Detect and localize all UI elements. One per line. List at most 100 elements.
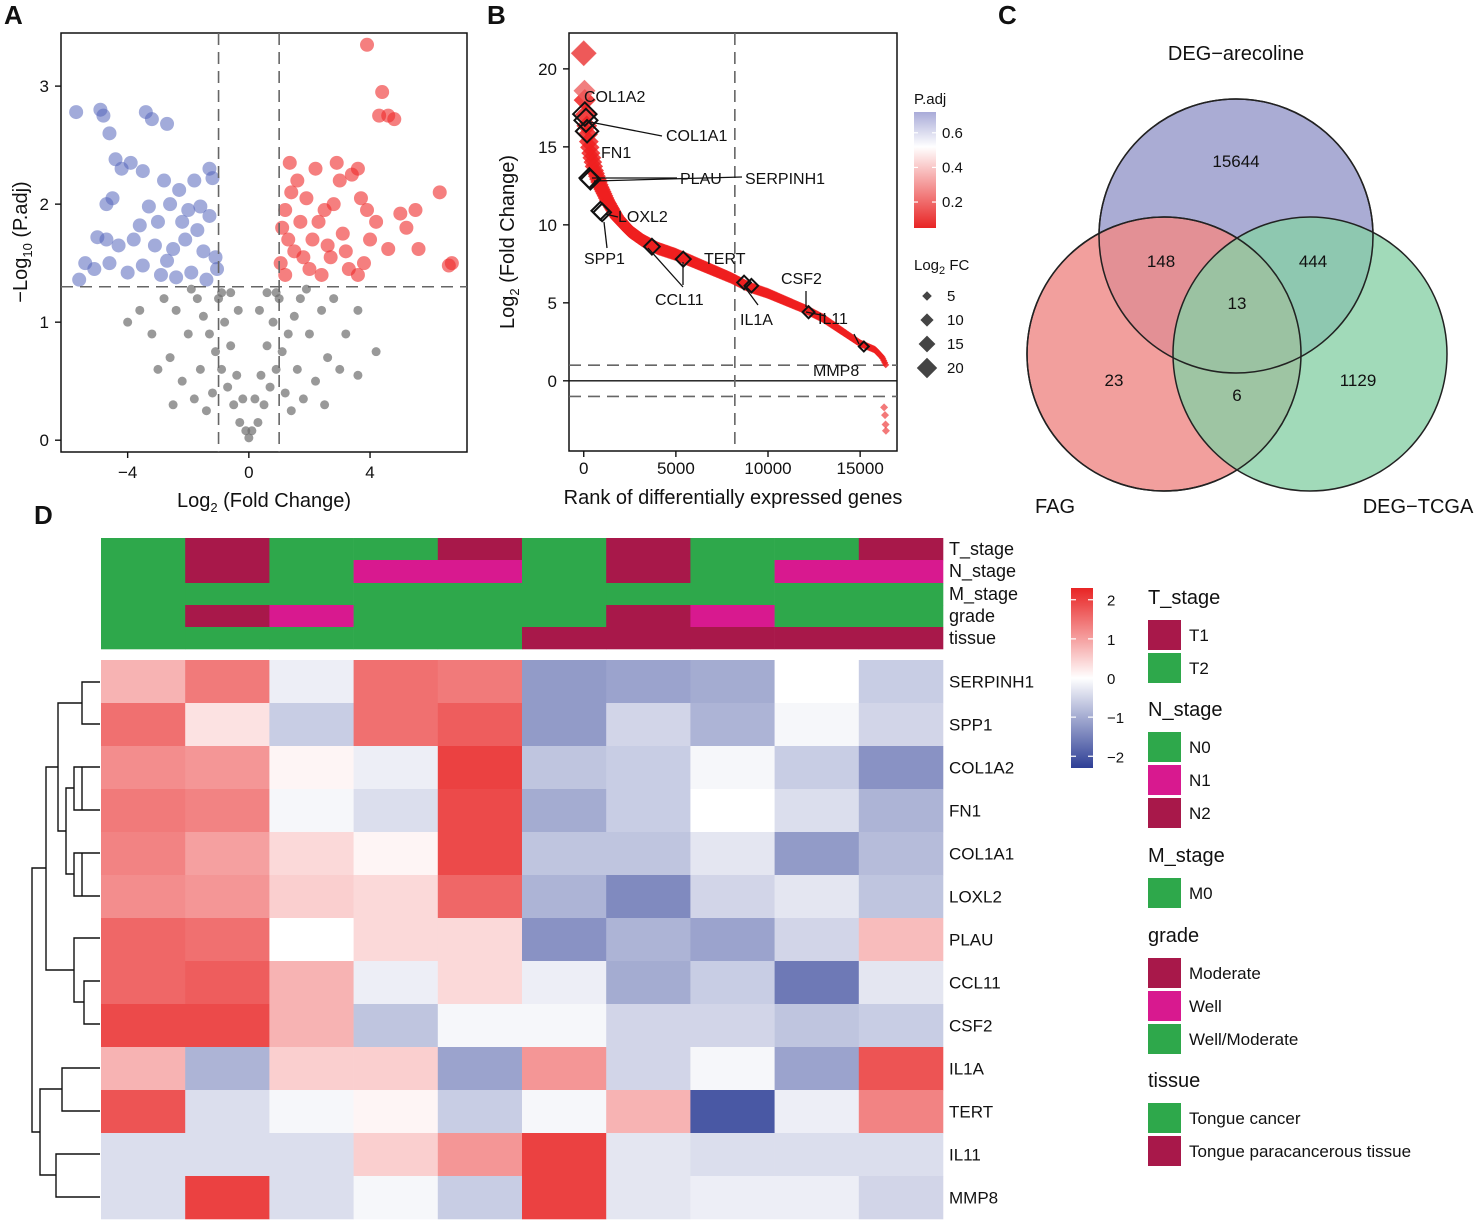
annotation-cell-grade xyxy=(606,605,691,628)
heatmap-cell xyxy=(101,918,186,962)
heatmap-cell xyxy=(858,961,944,1005)
legend-item-label: Well xyxy=(1189,997,1222,1016)
heatmap-cell xyxy=(690,703,775,747)
volcano-point-ns xyxy=(186,284,196,294)
volcano-point-up xyxy=(293,214,308,229)
volcano-point-up xyxy=(369,214,384,229)
heatmap-cell xyxy=(522,1004,607,1048)
heatmap-cell xyxy=(437,789,523,833)
heatmap-row-label: SPP1 xyxy=(949,716,992,735)
heatmap-cell xyxy=(690,918,775,962)
legend-swatch xyxy=(1148,798,1181,828)
volcano-point-down xyxy=(160,116,175,131)
volcano-point-ns xyxy=(229,400,239,410)
legend-swatch xyxy=(1148,732,1181,762)
annotation-cell-T_stage xyxy=(522,538,607,561)
heatmap-row-label: TERT xyxy=(949,1103,993,1122)
volcano-point-up xyxy=(356,256,371,271)
volcano-point-up xyxy=(296,250,311,265)
heatmap-cell xyxy=(185,832,270,876)
heatmap-cell xyxy=(269,703,354,747)
rank-gene-label: CSF2 xyxy=(781,271,822,288)
volcano-point-up xyxy=(278,267,293,282)
annotation-cell-grade xyxy=(101,605,186,628)
legend-item-label: N1 xyxy=(1189,771,1211,790)
annotation-cell-tissue xyxy=(606,627,691,650)
volcano-point-down xyxy=(193,199,208,214)
heatmap-row-label: FN1 xyxy=(949,802,981,821)
heatmap-row-label: SERPINH1 xyxy=(949,673,1034,692)
volcano-point-down xyxy=(120,265,135,280)
volcano-y-tick-label: 1 xyxy=(40,313,49,332)
volcano-point-down xyxy=(160,253,175,268)
annotation-cell-tissue xyxy=(690,627,775,650)
volcano-point-down xyxy=(99,232,114,247)
heatmap-cell xyxy=(690,875,775,919)
venn-count-arecoline-tcga: 444 xyxy=(1299,252,1327,271)
heatmap-cell xyxy=(858,1090,944,1134)
panel-label-b: B xyxy=(487,0,506,30)
volcano-point-ns xyxy=(317,305,327,315)
rank-gene-label: CCL11 xyxy=(655,292,704,309)
heatmap-cell xyxy=(606,703,691,747)
rank-gene-labels: COL1A2 COL1A1 FN1 PLAU SERPINH1 LOXL2 SPP1 CCL1… xyxy=(571,89,871,380)
heatmap-cells xyxy=(101,660,944,1220)
annotation-cell-M_stage xyxy=(774,583,860,606)
heatmap-cell xyxy=(858,1004,944,1048)
volcano-point-up xyxy=(338,244,353,259)
heatmap-cell xyxy=(437,1176,523,1220)
heatmap-cell xyxy=(185,1090,270,1134)
heatmap-cell xyxy=(606,1047,691,1091)
heatmap-cell xyxy=(101,703,186,747)
annotation-cell-M_stage xyxy=(185,583,270,606)
legend-item-label: T1 xyxy=(1189,626,1209,645)
heatmap-cell xyxy=(437,703,523,747)
volcano-point-ns xyxy=(189,394,199,404)
fc-legend-label: 15 xyxy=(947,336,964,353)
annotation-cell-T_stage xyxy=(690,538,775,561)
volcano-point-up xyxy=(332,173,347,188)
heatmap-cell xyxy=(858,1176,944,1220)
annotation-label: T_stage xyxy=(949,539,1014,560)
heatmap-cell xyxy=(353,1133,439,1177)
legend-item-label: N0 xyxy=(1189,738,1211,757)
rank-gene-label: SPP1 xyxy=(584,251,625,268)
volcano-axes: −4 0 4 0 1 2 3 xyxy=(40,33,467,482)
annotation-cell-N_stage xyxy=(858,560,944,584)
rank-axes: 0 5000 10000 15000 0 5 10 15 20 xyxy=(538,60,884,478)
volcano-point-ns xyxy=(207,388,217,398)
volcano-point-down xyxy=(184,265,199,280)
volcano-point-up xyxy=(432,185,447,200)
volcano-point-ns xyxy=(353,370,363,380)
volcano-point-ns xyxy=(235,417,245,427)
legend-item-label: Well/Moderate xyxy=(1189,1030,1298,1049)
heatmap-cell xyxy=(269,1176,354,1220)
venn-count-all: 13 xyxy=(1228,294,1247,313)
legend-group-title: N_stage xyxy=(1148,699,1223,721)
annotation-cell-N_stage xyxy=(185,560,270,584)
venn-count-arecoline-fag: 148 xyxy=(1147,252,1175,271)
heatmap-cell xyxy=(185,961,270,1005)
volcano-point-ns xyxy=(320,400,330,410)
padj-tick-label: 0.2 xyxy=(942,194,963,211)
annotation-cell-N_stage xyxy=(101,560,186,584)
heatmap-cell xyxy=(185,1047,270,1091)
rank-plot: COL1A2 COL1A1 FN1 PLAU SERPINH1 LOXL2 SPP1 CCL1… xyxy=(497,32,969,509)
heatmap-cell xyxy=(774,746,860,790)
volcano-point-ns xyxy=(262,288,272,298)
padj-tick-label: 0.4 xyxy=(942,159,963,176)
fc-legend-diamond xyxy=(920,313,934,327)
heatmap-dendrogram xyxy=(31,681,100,1198)
heatmap-cell xyxy=(606,832,691,876)
venn-circle-tcga xyxy=(1172,216,1448,492)
legend-group-title: grade xyxy=(1148,925,1199,947)
heatmap-row-label: LOXL2 xyxy=(949,888,1002,907)
heatmap-cell xyxy=(774,961,860,1005)
annotation-cell-tissue xyxy=(353,627,439,650)
rank-gene-point-top xyxy=(570,40,597,67)
annotation-cell-tissue xyxy=(522,627,607,650)
rank-gene-leader xyxy=(743,285,759,306)
venn-diagram: DEG−arecoline FAG DEG−TCGA 15644 148 444… xyxy=(1026,43,1474,518)
heatmap-scale-label: 0 xyxy=(1107,671,1115,688)
